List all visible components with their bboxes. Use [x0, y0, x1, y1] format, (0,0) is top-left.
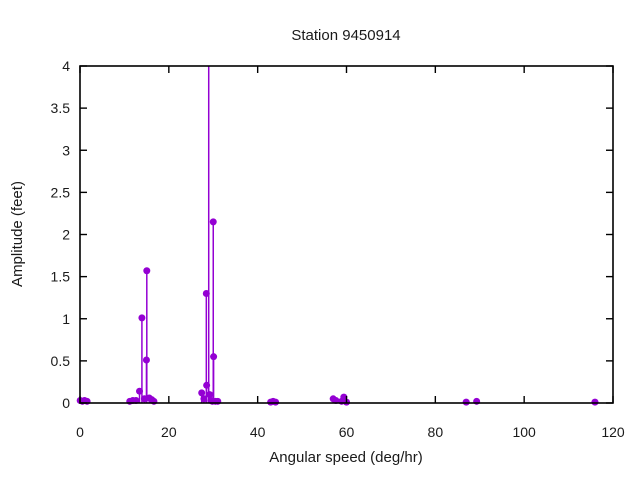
y-tick-label: 4: [62, 58, 70, 74]
data-point: [143, 267, 151, 275]
x-tick-label: 80: [428, 424, 444, 440]
y-tick-label: 3: [62, 142, 70, 158]
data-point: [203, 381, 211, 389]
data-point: [200, 395, 208, 403]
data-point: [206, 391, 214, 399]
y-tick-label: 2.5: [51, 184, 71, 200]
y-tick-label: 3.5: [51, 100, 71, 116]
plot-border: [79, 65, 614, 404]
data-points-group: [76, 218, 599, 406]
x-tick-label: 40: [250, 424, 266, 440]
y-tick-label: 0: [62, 395, 70, 411]
axes-group: 0 20 40 60 80 100 120 0 0.5 1 1.5 2 2.5 3 3.5 4: [51, 58, 625, 440]
stem-lines-group: [80, 66, 596, 403]
x-tick-label: 0: [76, 424, 84, 440]
data-point: [138, 314, 146, 322]
data-point: [202, 289, 210, 297]
y-tick-label: 0.5: [51, 353, 71, 369]
y-tick-label: 1: [62, 311, 70, 327]
y-tick-label: 1.5: [51, 269, 71, 285]
x-tick-label: 60: [339, 424, 355, 440]
y-tick-label: 2: [62, 227, 70, 243]
data-point: [198, 389, 206, 397]
x-tick-label: 100: [512, 424, 536, 440]
y-axis-label: Amplitude (feet): [9, 181, 26, 287]
x-tick-label: 20: [161, 424, 177, 440]
data-point: [142, 356, 150, 364]
chart-title: Station 9450914: [291, 27, 400, 44]
data-point: [136, 387, 144, 395]
data-point: [272, 398, 280, 406]
x-tick-label: 120: [601, 424, 625, 440]
data-point: [209, 218, 217, 226]
data-point: [591, 398, 599, 406]
data-point: [210, 353, 218, 361]
data-point: [462, 398, 470, 406]
x-axis-label: Angular speed (deg/hr): [269, 449, 422, 466]
